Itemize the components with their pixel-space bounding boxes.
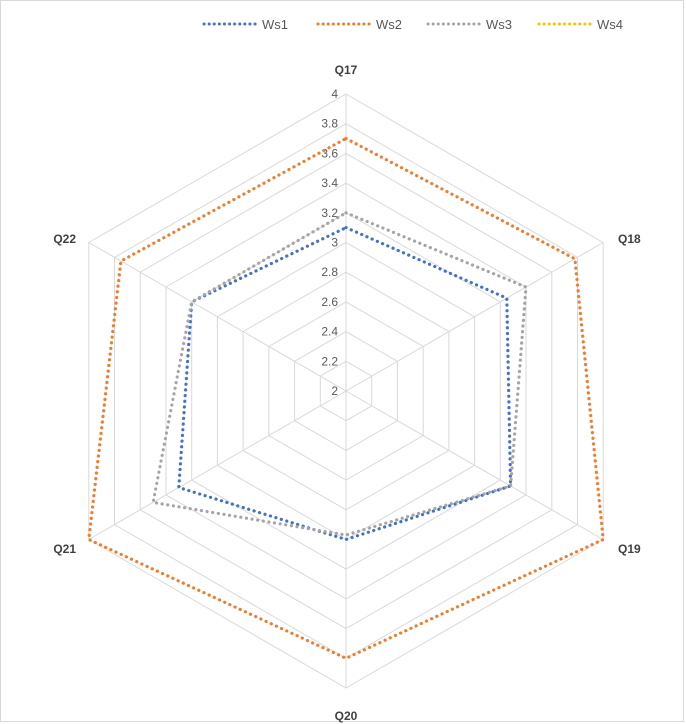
series-line-ws1	[177, 225, 513, 542]
tick-label: 3.2	[321, 206, 338, 220]
tick-label: 2.2	[321, 354, 338, 368]
tick-label: 3.8	[321, 117, 338, 131]
grid-spoke	[345, 390, 604, 540]
category-labels: Q17 Q18 Q19 Q20 Q21 Q22	[53, 63, 641, 723]
radar-grid	[88, 93, 604, 689]
tick-label: 2.8	[321, 265, 338, 279]
legend-item-ws3[interactable]: Ws3	[426, 17, 512, 32]
tick-label: 2.6	[321, 295, 338, 309]
legend-label: Ws3	[486, 17, 512, 32]
category-label-q21: Q21	[53, 542, 76, 556]
grid-spoke	[345, 242, 604, 392]
radial-tick-labels: 2 2.2 2.4 2.6 2.8 3 3.2 3.4 3.6 3.8 4	[321, 87, 338, 398]
legend-label: Ws4	[597, 17, 623, 32]
category-label-q18: Q18	[618, 232, 641, 246]
legend-label: Ws1	[262, 17, 288, 32]
tick-label: 3.4	[321, 176, 338, 190]
category-label-q17: Q17	[335, 63, 358, 77]
tick-label: 2	[331, 384, 338, 398]
tick-label: 3	[331, 236, 338, 250]
grid-spoke	[88, 390, 347, 540]
legend-item-ws1[interactable]: Ws1	[202, 17, 288, 32]
legend-label: Ws2	[376, 17, 402, 32]
series-group	[87, 136, 605, 661]
tick-label: 4	[331, 87, 338, 101]
category-label-q20: Q20	[335, 709, 358, 723]
grid-spoke	[88, 242, 347, 392]
legend-item-ws4[interactable]: Ws4	[537, 17, 623, 32]
legend-item-ws2[interactable]: Ws2	[316, 17, 402, 32]
category-label-q22: Q22	[53, 232, 76, 246]
tick-label: 3.6	[321, 146, 338, 160]
category-label-q19: Q19	[618, 542, 641, 556]
tick-label: 2.4	[321, 325, 338, 339]
series-line-ws3	[151, 211, 528, 537]
legend: Ws1 Ws2 Ws3 Ws4	[202, 17, 623, 32]
